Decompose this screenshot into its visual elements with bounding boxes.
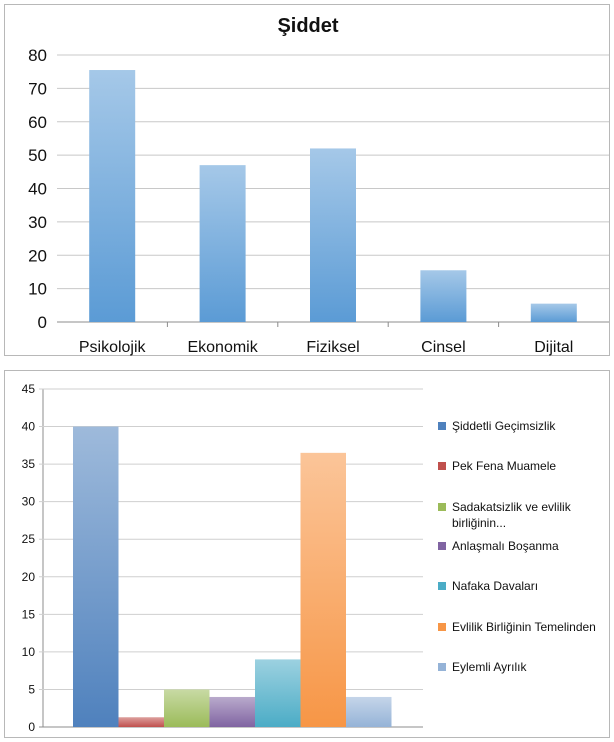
legend-swatch	[438, 503, 446, 511]
bar-series-6	[300, 452, 346, 727]
bar-dijital	[530, 303, 577, 322]
y-tick-label: 45	[22, 382, 36, 396]
violence-chart-panel: Şiddet 0 10 20 30 40 50 60 70 80 Psikolojik Ekono…	[4, 4, 610, 356]
bar-series-5	[255, 659, 301, 727]
legend-label: Eylemli Ayrılık	[452, 660, 527, 674]
x-category-label: Fiziksel	[306, 339, 359, 356]
divorce-causes-chart-panel: 0 5 10 15 20 25 30 35 40 45 Şiddetli Geçimsizlik P…	[4, 370, 610, 738]
legend-swatch	[438, 582, 446, 590]
y-tick-label: 0	[28, 720, 35, 734]
legend-label: Anlaşmalı Boşanma	[452, 539, 559, 553]
y-tick-label: 70	[28, 79, 47, 98]
y-tick-label: 15	[22, 607, 36, 621]
chart-title: Şiddet	[277, 15, 338, 37]
legend-label: Sadakatsizlik ve evlilik birliğinin...	[452, 500, 572, 530]
bar-cinsel	[420, 270, 467, 322]
x-category-label: Psikolojik	[79, 339, 147, 356]
bar-series-4	[209, 696, 255, 727]
legend-swatch	[438, 623, 446, 631]
legend-label: Pek Fena Muamele	[452, 459, 556, 473]
legend-swatch	[438, 462, 446, 470]
x-category-label: Ekonomik	[187, 339, 258, 356]
x-category-label: Cinsel	[421, 339, 465, 356]
bar-series-3	[164, 689, 210, 727]
bar-fiziksel	[310, 148, 356, 322]
y-tick-label: 40	[28, 180, 47, 199]
y-tick-label: 20	[22, 570, 36, 584]
legend-label: Evlilik Birliğinin Temelinden	[452, 620, 596, 634]
y-tick-label: 0	[38, 313, 47, 332]
legend-label: Şiddetli Geçimsizlik	[452, 419, 556, 433]
legend-swatch	[438, 542, 446, 550]
divorce-causes-bar-chart: 0 5 10 15 20 25 30 35 40 45 Şiddetli Geçimsizlik P…	[22, 382, 596, 734]
bar-ekonomik	[199, 165, 246, 322]
legend-swatch	[438, 663, 446, 671]
y-tick-label: 30	[22, 495, 36, 509]
y-tick-label: 80	[28, 46, 47, 65]
bar-series-7	[346, 696, 392, 727]
y-tick-label: 20	[28, 246, 47, 265]
legend-label: Nafaka Davaları	[452, 579, 538, 593]
y-tick-label: 25	[22, 532, 36, 546]
violence-bar-chart: Şiddet 0 10 20 30 40 50 60 70 80 Psikolojik Ekono…	[28, 15, 609, 356]
y-tick-label: 40	[22, 420, 36, 434]
y-tick-label: 50	[28, 146, 47, 165]
x-category-label: Dijital	[534, 339, 573, 356]
y-tick-label: 5	[28, 682, 35, 696]
legend-swatch	[438, 422, 446, 430]
y-tick-label: 60	[28, 113, 47, 132]
bar-series-2	[118, 717, 164, 727]
y-tick-label: 35	[22, 457, 36, 471]
bar-series-1	[73, 426, 119, 727]
bar-psikolojik	[89, 70, 136, 322]
y-tick-label: 10	[28, 280, 47, 299]
y-tick-label: 30	[28, 213, 47, 232]
y-tick-label: 10	[22, 645, 36, 659]
